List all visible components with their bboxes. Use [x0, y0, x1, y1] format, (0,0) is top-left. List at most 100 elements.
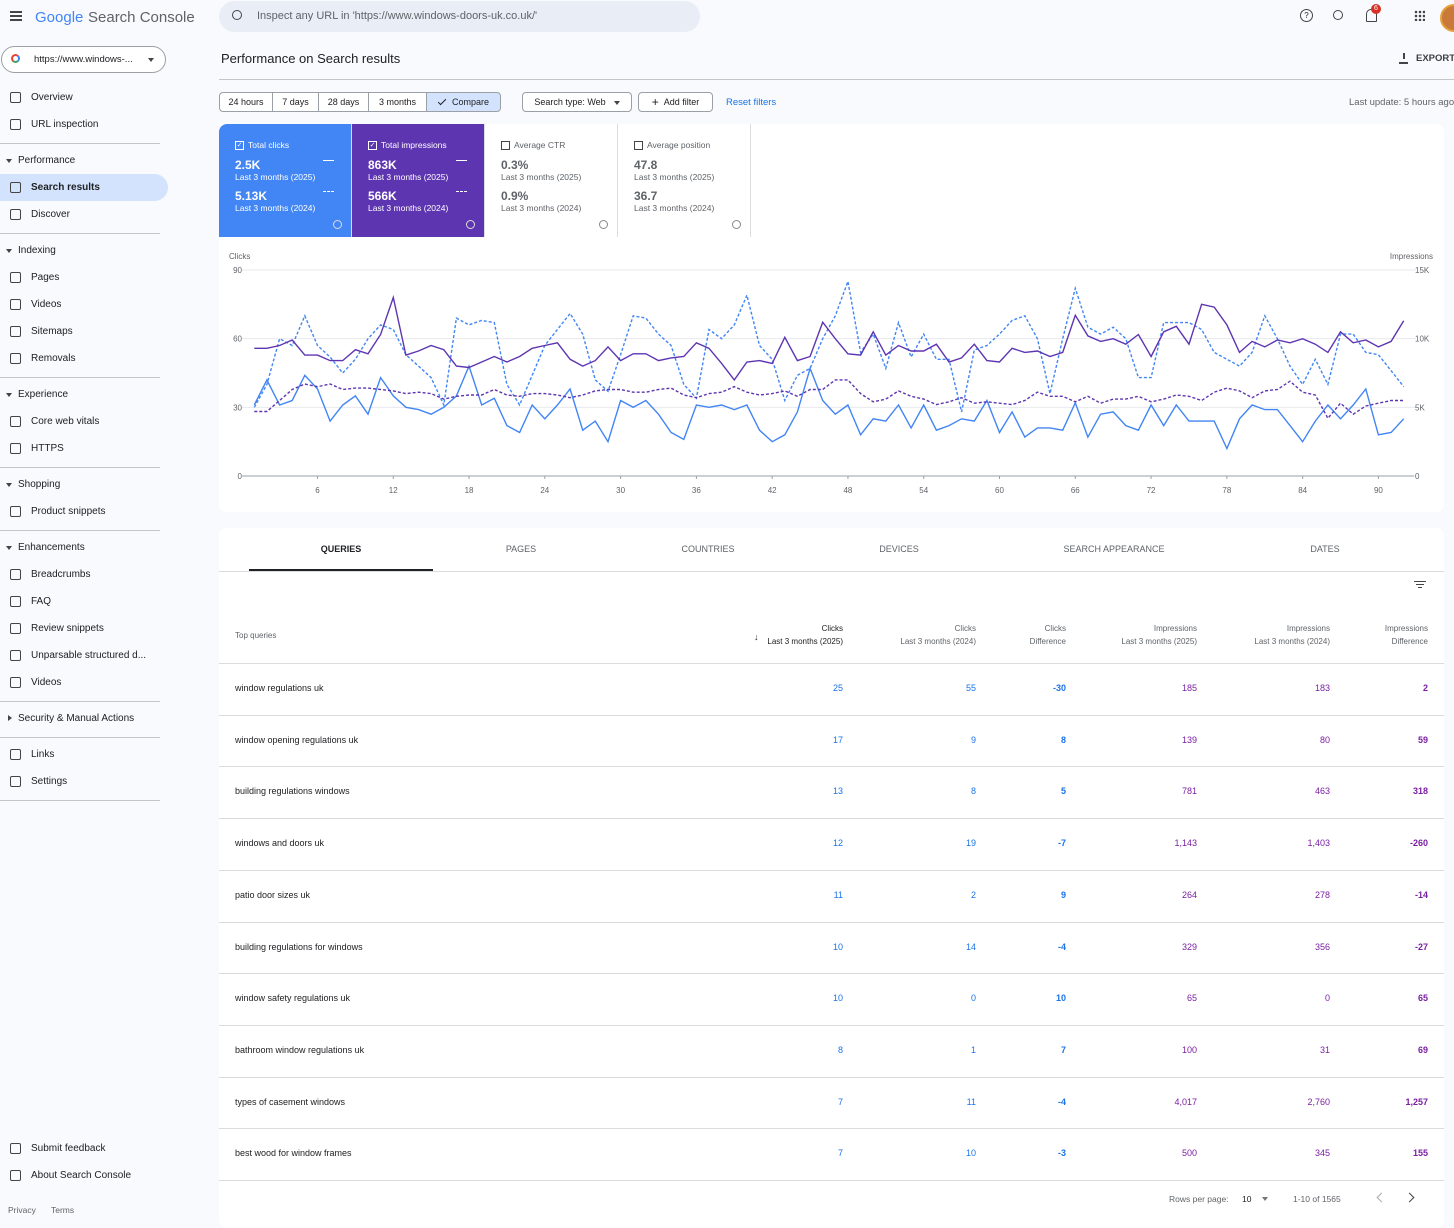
column-header[interactable]: Clicks Last 3 months (2025): [767, 622, 843, 648]
property-selector[interactable]: https://www.windows-...: [1, 46, 166, 73]
row-divider: [219, 1076, 1444, 1078]
nav-label: HTTPS: [31, 443, 64, 454]
nav-item[interactable]: Breadcrumbs: [0, 561, 168, 588]
search-icon: [232, 10, 242, 20]
query-cell[interactable]: windows and doors uk: [235, 838, 325, 849]
compare-button[interactable]: Compare: [426, 92, 501, 112]
nav-section[interactable]: Security & Manual Actions: [0, 705, 168, 732]
footer-link[interactable]: Privacy: [8, 1205, 36, 1215]
y-tick-label: 60: [233, 335, 242, 344]
avatar[interactable]: [1440, 4, 1454, 32]
nav-section[interactable]: Performance: [0, 147, 168, 174]
tab[interactable]: SEARCH APPEARANCE: [1063, 544, 1165, 554]
column-title: Clicks: [1044, 624, 1066, 633]
tab[interactable]: DEVICES: [879, 544, 919, 554]
nav-item[interactable]: Removals: [0, 345, 168, 372]
row-divider: [219, 869, 1444, 871]
help-icon: [333, 220, 342, 229]
metric-card[interactable]: ✓ Total impressions 863K Last 3 months (202…: [352, 124, 485, 237]
product-name: Search Console: [88, 9, 195, 26]
nav-item[interactable]: Sitemaps: [0, 318, 168, 345]
query-cell[interactable]: window safety regulations uk: [235, 993, 351, 1004]
date-range-button[interactable]: 24 hours: [219, 92, 273, 112]
query-cell[interactable]: window regulations uk: [235, 683, 324, 693]
date-range-button[interactable]: 3 months: [368, 92, 427, 112]
date-range-button[interactable]: 28 days: [318, 92, 369, 112]
users-icon[interactable]: [1333, 10, 1343, 20]
metric-label: Total clicks: [248, 140, 290, 150]
x-tick-label: 60: [995, 486, 1004, 495]
export-button[interactable]: EXPORT: [1416, 53, 1454, 64]
query-cell[interactable]: window opening regulations uk: [235, 734, 359, 745]
table-cell: 345: [1314, 1148, 1330, 1159]
search-type-filter[interactable]: Search type: Web: [522, 92, 632, 112]
nav-item[interactable]: FAQ: [0, 588, 168, 615]
rows-per-page[interactable]: 10: [1242, 1194, 1252, 1204]
property-url: https://www.windows-...: [34, 54, 133, 65]
tab[interactable]: QUERIES: [320, 544, 362, 554]
column-header[interactable]: Clicks Difference: [1030, 622, 1066, 648]
nav-item[interactable]: Settings: [0, 768, 168, 795]
table-cell: 19: [965, 838, 976, 849]
nav-item[interactable]: About Search Console: [0, 1162, 168, 1189]
table-panel: [219, 528, 1444, 1228]
nav-item[interactable]: Submit feedback: [0, 1135, 168, 1162]
query-cell[interactable]: building regulations for windows: [235, 941, 363, 952]
nav-item[interactable]: Overview: [0, 84, 168, 111]
x-tick-label: 78: [1222, 486, 1231, 495]
nav-section[interactable]: Shopping: [0, 471, 168, 498]
divider: [0, 467, 160, 468]
footer-link[interactable]: Terms: [51, 1205, 75, 1215]
metric-card[interactable]: Average CTR 0.3% Last 3 months (2025) 0.9% L…: [485, 124, 618, 237]
filter-icon[interactable]: [1414, 581, 1426, 590]
column-header[interactable]: Impressions Last 3 months (2025): [1121, 622, 1197, 648]
nav-section[interactable]: Enhancements: [0, 534, 168, 561]
column-header[interactable]: Impressions Difference: [1385, 622, 1428, 648]
nav-item[interactable]: Product snippets: [0, 498, 168, 525]
metric-card[interactable]: ✓ Total clicks 2.5K Last 3 months (2025) 5.1…: [219, 124, 352, 237]
tab[interactable]: DATES: [1310, 544, 1340, 554]
query-cell[interactable]: building regulations windows: [235, 786, 350, 797]
table-cell: 59: [1417, 734, 1428, 745]
nav-item[interactable]: Videos: [0, 291, 168, 318]
table-cell: 0: [1324, 993, 1330, 1004]
search-bar[interactable]: Inspect any URL in 'https://www.windows-…: [219, 1, 700, 32]
nav-item[interactable]: Review snippets: [0, 615, 168, 642]
nav-item[interactable]: Pages: [0, 264, 168, 291]
help-icon: [732, 220, 741, 229]
help-icon[interactable]: ?: [1300, 9, 1313, 22]
check-icon: [437, 96, 447, 105]
query-cell[interactable]: types of casement windows: [235, 1096, 346, 1107]
add-filter[interactable]: + Add filter: [638, 92, 713, 112]
query-cell[interactable]: bathroom window regulations uk: [235, 1044, 365, 1055]
nav-section[interactable]: Indexing: [0, 237, 168, 264]
nav-item[interactable]: Discover: [0, 201, 168, 228]
legend-dashed: [323, 191, 334, 192]
nav-section[interactable]: Experience: [0, 381, 168, 408]
table-cell: -3: [1057, 1148, 1066, 1159]
y2-axis-title: Impressions: [1390, 252, 1433, 261]
reset-filters[interactable]: Reset filters: [726, 97, 777, 108]
nav-item[interactable]: Search results: [0, 174, 168, 201]
column-header[interactable]: Impressions Last 3 months (2024): [1254, 622, 1330, 648]
apps-icon[interactable]: [1414, 10, 1425, 21]
query-cell[interactable]: best wood for window frames: [235, 1148, 352, 1159]
nav-item[interactable]: HTTPS: [0, 435, 168, 462]
column-header[interactable]: Clicks Last 3 months (2024): [900, 622, 976, 648]
tab[interactable]: COUNTRIES: [681, 544, 735, 554]
table-cell: 318: [1412, 786, 1428, 797]
dashed-line: [253, 278, 1405, 413]
nav-item[interactable]: Unparsable structured d...: [0, 642, 168, 669]
nav-item[interactable]: Core web vitals: [0, 408, 168, 435]
nav-item[interactable]: Videos: [0, 669, 168, 696]
nav-item[interactable]: Links: [0, 741, 168, 768]
column-header: Top queries: [235, 631, 277, 640]
row-divider: [219, 766, 1444, 768]
nav-item[interactable]: URL inspection: [0, 111, 168, 138]
query-cell[interactable]: patio door sizes uk: [235, 889, 311, 900]
tab[interactable]: PAGES: [505, 544, 537, 554]
metric-card[interactable]: Average position 47.8 Last 3 months (2025)…: [618, 124, 751, 237]
menu-button[interactable]: [10, 11, 22, 21]
date-range-button[interactable]: 7 days: [272, 92, 319, 112]
line: [254, 294, 1405, 382]
